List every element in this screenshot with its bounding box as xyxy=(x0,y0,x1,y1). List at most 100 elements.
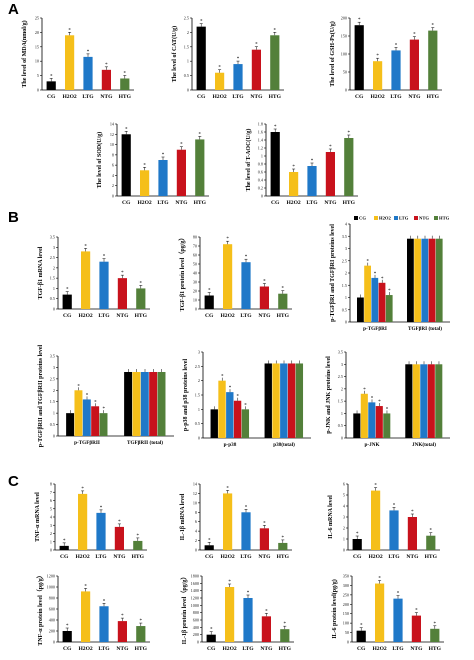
significance-mark: * xyxy=(255,43,258,48)
y-tick-label: 1.8 xyxy=(258,122,263,127)
y-tick-label: 2.5 xyxy=(50,255,55,260)
y-tick-label: 60 xyxy=(193,253,197,258)
bar-ntg xyxy=(101,69,111,90)
y-tick-label: 3.5 xyxy=(338,350,343,355)
x-tick-label-ltg: LTG xyxy=(392,646,404,652)
x-tick-label-ltg: LTG xyxy=(240,554,252,560)
significance-mark: * xyxy=(208,538,211,543)
x-tick-label-h2o2: H2O2 xyxy=(137,200,151,206)
bar-ntg-phospho xyxy=(91,406,100,436)
significance-mark: * xyxy=(363,388,366,393)
y-tick-label: 5 xyxy=(50,506,52,511)
y-axis-label: TGF-β1 protein level（pg/g） xyxy=(178,235,186,312)
y-tick-label: 2 xyxy=(198,378,200,383)
x-tick-label-htg: HTG xyxy=(277,313,290,319)
y-tick-label: 0 xyxy=(343,548,345,553)
bar-h2o2 xyxy=(223,244,233,309)
bar-ltg xyxy=(241,512,251,550)
y-tick-label: 10 xyxy=(193,298,197,303)
y-tick-label: 1200 xyxy=(47,574,55,579)
significance-mark: * xyxy=(415,609,418,614)
y-tick-label: 0 xyxy=(50,548,52,553)
bar-ntg xyxy=(259,528,269,550)
bar-h2o2 xyxy=(375,583,385,642)
significance-mark: * xyxy=(274,125,277,130)
chart-tnfm: 0 1 2 3 4 5 6 7 8 TNF-α mRNA level * CG * H2O2 * LTG * NT… xyxy=(35,482,147,560)
bar-htg-phospho xyxy=(385,295,393,322)
significance-mark: * xyxy=(63,539,66,544)
y-tick-label: 600 xyxy=(49,607,55,612)
significance-mark: * xyxy=(105,63,108,68)
chart-gsh: 0 50 100 150 200 The level of GSH-Px(U/g) * CG *… xyxy=(329,16,442,100)
bar-cg xyxy=(352,539,362,550)
y-axis-label: IL-6 mRNA level xyxy=(328,495,334,539)
y-tick-label: 200 xyxy=(341,16,347,21)
significance-mark: * xyxy=(376,54,379,59)
significance-mark: * xyxy=(374,272,377,277)
bar-cg-phospho xyxy=(357,297,364,322)
x-tick-label-ntg: NTG xyxy=(116,313,129,319)
significance-mark: * xyxy=(200,20,203,25)
y-tick-label: 200 xyxy=(343,602,349,607)
bar-ltg-phospho xyxy=(371,277,379,322)
bar-h2o2-total xyxy=(414,238,421,322)
x-tick-label-htg: HTG xyxy=(343,200,356,206)
x-tick-label-ntg: NTG xyxy=(408,94,421,100)
chart-taoc: 0 0.2 0.4 0.6 0.8 1 1.2 1.4 1.6 1.8 The level of T… xyxy=(245,122,358,206)
y-axis-label: p-JNK and JNK proteins level xyxy=(326,356,332,434)
bar-ltg-phospho xyxy=(368,402,376,438)
x-tick-label-ntg: NTG xyxy=(175,200,188,206)
legend-label-h2o2: H2O2 xyxy=(379,216,391,221)
bar-ntg xyxy=(176,149,186,196)
y-tick-label: 1 xyxy=(50,539,52,544)
chart-tgfb1m: 0 0.5 1 1.5 2 2.5 3 3.5 TGF-β1 mRNA level * CG * H2O… xyxy=(38,235,150,319)
x-tick-label-cg: CG xyxy=(355,94,364,100)
y-tick-label: 2.5 xyxy=(50,376,55,381)
x-tick-label-cg: CG xyxy=(197,94,206,100)
y-tick-label: 0.4 xyxy=(258,178,264,183)
significance-mark: * xyxy=(395,43,398,48)
y-tick-label: 300 xyxy=(343,583,349,588)
bar-h2o2-phospho xyxy=(218,380,226,438)
x-tick-label-cg: CG xyxy=(63,646,72,652)
bar-ntg xyxy=(117,278,127,309)
significance-mark: * xyxy=(284,622,287,627)
y-tick-label: 0.5 xyxy=(184,73,189,78)
x-tick-label-h2o2: H2O2 xyxy=(370,94,384,100)
bar-ltg xyxy=(307,166,317,196)
bar-cg xyxy=(196,26,206,90)
y-tick-label: 1.5 xyxy=(50,399,55,404)
bar-ltg xyxy=(389,510,399,550)
significance-mark: * xyxy=(237,57,240,62)
bar-ntg xyxy=(117,621,127,642)
y-tick-label: 0.5 xyxy=(50,422,55,427)
significance-mark: * xyxy=(84,244,87,249)
y-tick-label: 0.6 xyxy=(258,170,263,175)
x-tick-label-cg: CG xyxy=(63,313,72,319)
y-tick-label: 1.6 xyxy=(258,130,263,135)
legend: CG H2O2 LTG NTG HTG xyxy=(354,216,450,221)
significance-mark: * xyxy=(140,281,143,286)
bar-htg xyxy=(280,629,290,642)
bar-htg-phospho xyxy=(99,413,108,436)
x-tick-label-htg: HTG xyxy=(429,646,442,652)
bar-h2o2 xyxy=(140,170,150,196)
y-tick-label: 0 xyxy=(345,320,347,325)
y-tick-label: 1000 xyxy=(47,585,55,590)
legend-swatch-htg xyxy=(434,216,438,220)
y-tick-label: 5 xyxy=(343,493,345,498)
y-tick-label: 1.5 xyxy=(50,276,55,281)
bar-ltg-total xyxy=(140,372,149,436)
y-tick-label: 1 xyxy=(261,154,263,159)
significance-mark: * xyxy=(263,280,266,285)
x-tick-label-htg: HTG xyxy=(425,554,438,560)
legend-swatch-ltg xyxy=(394,216,398,220)
significance-mark: * xyxy=(103,599,106,604)
y-tick-label: 1600 xyxy=(191,581,199,586)
significance-mark: * xyxy=(393,503,396,508)
y-tick-label: 1000 xyxy=(191,603,199,608)
y-tick-label: 20 xyxy=(35,30,39,35)
panel-letter-a: A xyxy=(8,1,19,18)
legend-label-cg: CG xyxy=(359,216,366,221)
significance-mark: * xyxy=(208,289,211,294)
